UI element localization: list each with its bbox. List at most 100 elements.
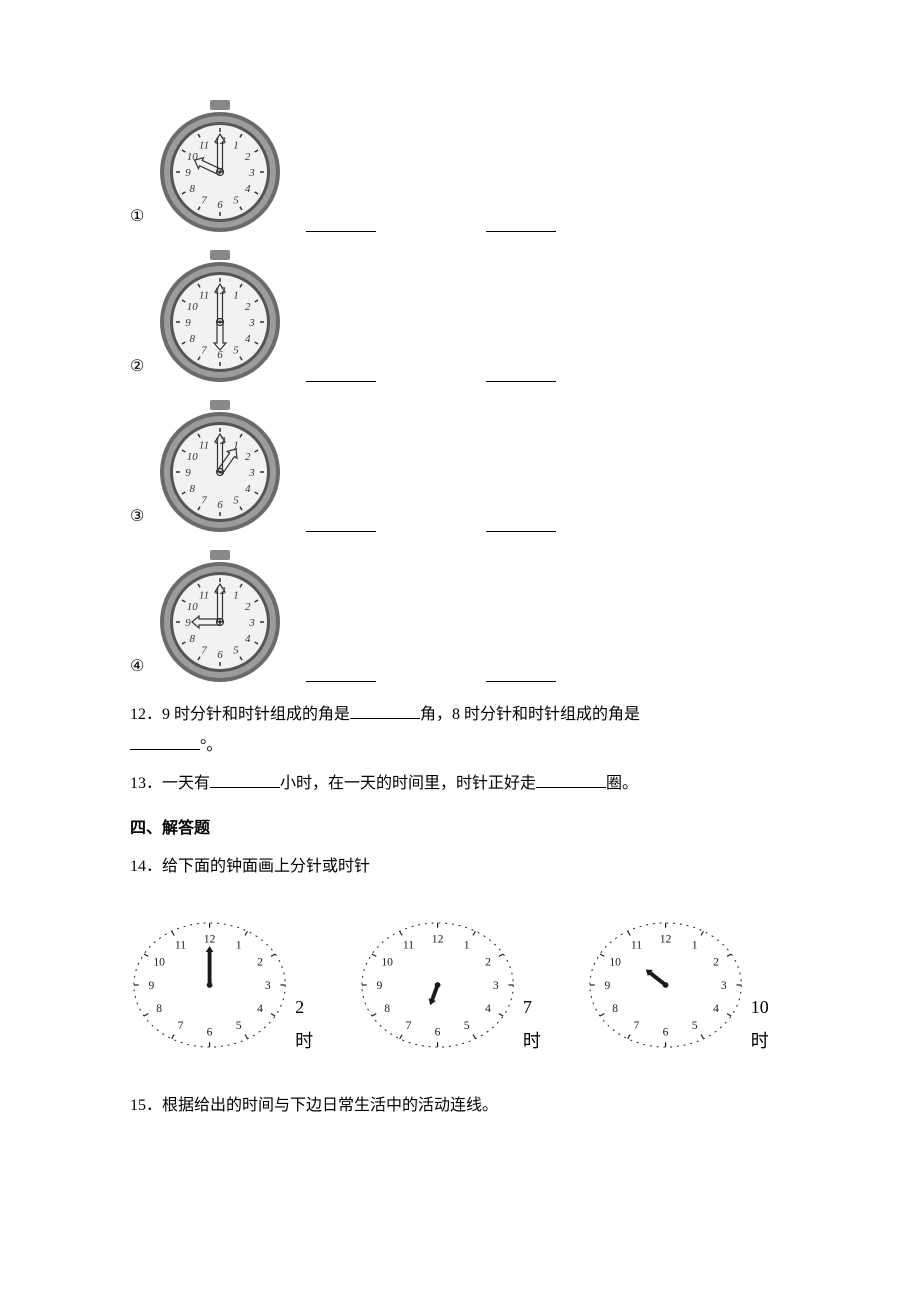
svg-text:9: 9: [604, 978, 610, 991]
clock-number-2: ②: [130, 352, 144, 382]
svg-text:7: 7: [405, 1019, 411, 1032]
svg-text:6: 6: [218, 499, 224, 511]
svg-text:9: 9: [186, 617, 192, 629]
sketch-clock: 123456789101112: [130, 903, 289, 1067]
clock-4-blank-1[interactable]: [306, 663, 376, 682]
svg-text:2: 2: [245, 601, 251, 613]
svg-text:12: 12: [432, 932, 444, 945]
svg-text:2: 2: [245, 151, 251, 163]
svg-text:4: 4: [257, 1002, 263, 1015]
q14-label-1: 2 时: [295, 990, 326, 1058]
svg-text:10: 10: [609, 955, 621, 968]
svg-text:12: 12: [659, 932, 671, 945]
sketch-clock: 123456789101112: [586, 903, 745, 1067]
svg-text:5: 5: [234, 345, 240, 357]
clock-row-3: ③ 123456789101112: [130, 400, 790, 538]
svg-text:4: 4: [713, 1002, 719, 1015]
clock-row-2: ② 123456789101112: [130, 250, 790, 388]
svg-text:10: 10: [153, 955, 165, 968]
clock-image: 123456789101112: [154, 400, 286, 538]
svg-text:6: 6: [218, 199, 224, 211]
question-12: 12．9 时分针和时针组成的角是角，8 时分针和时针组成的角是 °。: [130, 700, 790, 761]
svg-text:8: 8: [190, 483, 196, 495]
clock-row-4: ④ 123456789101112: [130, 550, 790, 688]
q14-clock-3: 123456789101112 10 时: [586, 903, 791, 1067]
q13-blank-1[interactable]: [210, 769, 280, 788]
svg-text:9: 9: [186, 167, 192, 179]
svg-text:3: 3: [249, 467, 256, 479]
svg-text:6: 6: [434, 1025, 440, 1038]
svg-text:10: 10: [187, 151, 199, 163]
section-4-header: 四、解答题: [130, 814, 790, 844]
svg-text:2: 2: [485, 955, 491, 968]
svg-text:11: 11: [403, 938, 414, 951]
svg-text:2: 2: [245, 451, 251, 463]
svg-text:1: 1: [234, 589, 240, 601]
clock-image: 123456789101112: [154, 100, 286, 238]
q13-mid: 小时，在一天的时间里，时针正好走: [280, 775, 536, 792]
q14-clock-2: 123456789101112 7 时: [358, 903, 554, 1067]
clock-3-blank-1[interactable]: [306, 513, 376, 532]
q14-clock-1: 123456789101112 2 时: [130, 903, 326, 1067]
q14-clocks-row: 123456789101112 2 时 123456789101112 7 时 …: [130, 903, 790, 1067]
svg-text:3: 3: [493, 978, 499, 991]
svg-text:2: 2: [713, 955, 719, 968]
svg-text:5: 5: [691, 1019, 697, 1032]
svg-text:4: 4: [245, 183, 251, 195]
svg-text:4: 4: [485, 1002, 491, 1015]
svg-text:7: 7: [633, 1019, 639, 1032]
svg-text:5: 5: [236, 1019, 242, 1032]
svg-text:11: 11: [199, 439, 209, 451]
clock-4-blank-2[interactable]: [486, 663, 556, 682]
svg-text:8: 8: [190, 333, 196, 345]
svg-text:6: 6: [218, 349, 224, 361]
clock-number-4: ④: [130, 652, 144, 682]
svg-text:1: 1: [234, 139, 240, 151]
q14-label-2: 7 时: [523, 990, 554, 1058]
svg-text:10: 10: [187, 451, 199, 463]
svg-text:9: 9: [148, 978, 154, 991]
q14-label-3: 10 时: [751, 990, 790, 1058]
q12-suffix: °。: [200, 737, 222, 754]
svg-text:11: 11: [199, 589, 209, 601]
clock-image: 123456789101112: [154, 250, 286, 388]
q12-blank-1[interactable]: [350, 700, 420, 719]
clock-number-3: ③: [130, 502, 144, 532]
svg-text:7: 7: [202, 645, 208, 657]
q12-blank-2[interactable]: [130, 731, 200, 750]
clock-1-blank-2[interactable]: [486, 213, 556, 232]
svg-text:8: 8: [384, 1002, 390, 1015]
svg-text:2: 2: [245, 301, 251, 313]
q13-suffix: 圈。: [606, 775, 638, 792]
svg-text:4: 4: [245, 483, 251, 495]
svg-text:3: 3: [265, 978, 271, 991]
svg-text:1: 1: [236, 938, 242, 951]
q12-mid: 角，8 时分针和时针组成的角是: [420, 706, 640, 723]
svg-text:5: 5: [234, 645, 240, 657]
svg-text:5: 5: [234, 195, 240, 207]
svg-text:5: 5: [464, 1019, 470, 1032]
svg-text:11: 11: [630, 938, 641, 951]
svg-text:7: 7: [202, 195, 208, 207]
svg-text:9: 9: [376, 978, 382, 991]
svg-text:1: 1: [691, 938, 697, 951]
svg-text:9: 9: [186, 467, 192, 479]
svg-text:10: 10: [381, 955, 393, 968]
clock-3-blank-2[interactable]: [486, 513, 556, 532]
svg-text:6: 6: [218, 649, 224, 661]
svg-text:3: 3: [249, 317, 256, 329]
question-15: 15．根据给出的时间与下边日常生活中的活动连线。: [130, 1091, 790, 1121]
svg-text:3: 3: [249, 617, 256, 629]
svg-text:11: 11: [199, 139, 209, 151]
clock-1-blank-1[interactable]: [306, 213, 376, 232]
clock-image: 123456789101112: [154, 550, 286, 688]
clock-number-1: ①: [130, 202, 144, 232]
clock-2-blank-1[interactable]: [306, 363, 376, 382]
svg-text:7: 7: [178, 1019, 184, 1032]
q13-blank-2[interactable]: [536, 769, 606, 788]
svg-text:7: 7: [202, 495, 208, 507]
clock-2-blank-2[interactable]: [486, 363, 556, 382]
q13-prefix: 13．一天有: [130, 775, 210, 792]
svg-text:11: 11: [175, 938, 186, 951]
svg-text:1: 1: [464, 938, 470, 951]
